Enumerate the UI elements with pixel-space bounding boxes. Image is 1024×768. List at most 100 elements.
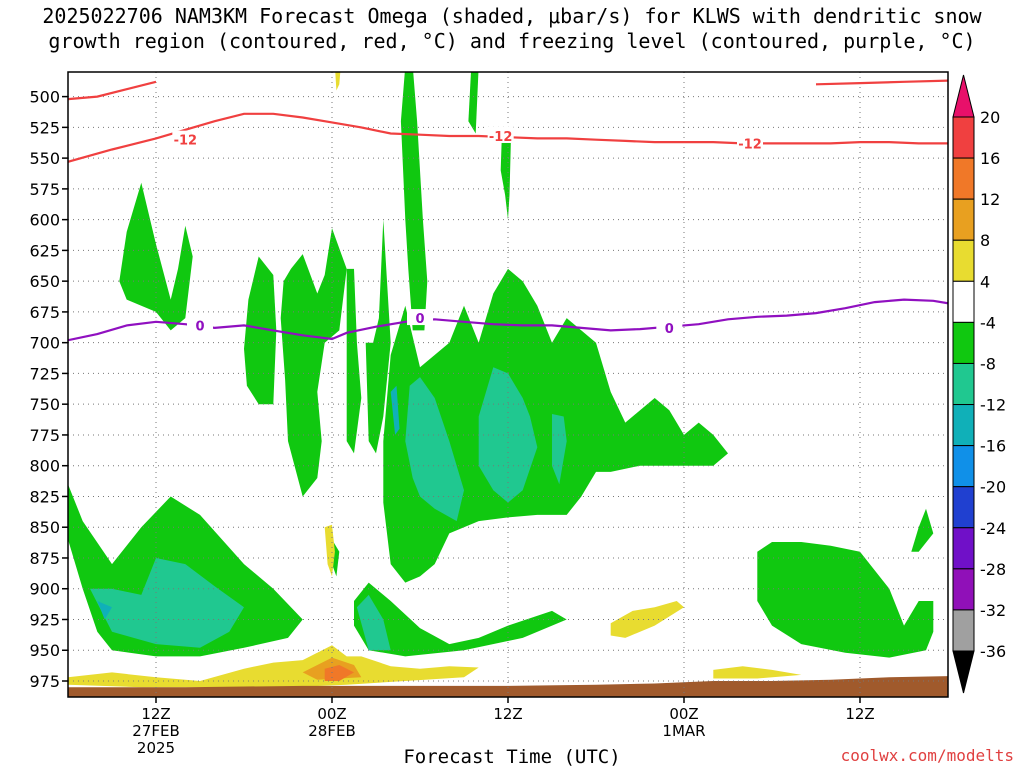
x-axis-label: Forecast Time (UTC) bbox=[403, 746, 621, 768]
colorbar: 20 16 12 8 4 -4 -8 -12 -16 -20 -24 -28 -32 -36 bbox=[952, 74, 1006, 694]
colorbar-label-8: -16 bbox=[980, 437, 1006, 456]
colorbar-bottom-arrow bbox=[952, 650, 975, 694]
colorbar-label-0: 20 bbox=[980, 108, 1000, 127]
colorbar-segment-12 bbox=[952, 609, 975, 652]
chart-title: 2025022706 NAM3KM Forecast Omega (shaded… bbox=[0, 4, 1024, 54]
omega-region--4-5 bbox=[280, 228, 347, 497]
y-tick-label-600: 600 bbox=[29, 211, 60, 230]
x-tick-label-54-0: 12Z bbox=[845, 705, 874, 723]
plot-area: -12 -12 -12 0 0 0 bbox=[68, 72, 948, 697]
y-tick-label-575: 575 bbox=[29, 180, 60, 199]
colorbar-segment-1 bbox=[952, 157, 975, 200]
colorbar-label-5: -4 bbox=[980, 313, 996, 332]
colorbar-label-6: -8 bbox=[980, 354, 996, 373]
colorbar-label-3: 8 bbox=[980, 231, 990, 250]
y-tick-label-550: 550 bbox=[29, 149, 60, 168]
omega-region--4-12 bbox=[400, 72, 428, 331]
colorbar-segment-4 bbox=[952, 280, 975, 323]
colorbar-segment-0 bbox=[952, 116, 975, 159]
x-tick-label-18-1: 28FEB bbox=[308, 722, 355, 740]
y-tick-label-925: 925 bbox=[29, 610, 60, 629]
colorbar-segment-8 bbox=[952, 445, 975, 488]
y-tick-label-500: 500 bbox=[29, 88, 60, 107]
omega-region--8-1 bbox=[90, 558, 244, 648]
freezing-level-label-2-bg bbox=[407, 309, 433, 326]
colorbar-segment-9 bbox=[952, 486, 975, 529]
omega-region--4-19 bbox=[757, 542, 934, 658]
omega-region--4-3 bbox=[119, 182, 193, 331]
y-tick-label-650: 650 bbox=[29, 272, 60, 291]
dgz-contour-label-1: -12 bbox=[174, 134, 198, 149]
omega-region--4-8 bbox=[354, 582, 567, 657]
freezing-level-label-3: 0 bbox=[665, 322, 674, 337]
freezing-level-label-2: 0 bbox=[415, 312, 424, 327]
x-tick-label-42-0: 00Z bbox=[669, 705, 698, 723]
y-tick-label-950: 950 bbox=[29, 641, 60, 660]
colorbar-top-arrow bbox=[952, 74, 975, 118]
x-tick-label-30-0: 12Z bbox=[493, 705, 522, 723]
freezing-level-line bbox=[68, 298, 948, 342]
y-tick-label-850: 850 bbox=[29, 518, 60, 537]
omega-positive-region-4-3 bbox=[68, 645, 479, 688]
y-tick-label-675: 675 bbox=[29, 303, 60, 322]
y-tick-label-775: 775 bbox=[29, 426, 60, 445]
omega-region--8-15 bbox=[405, 377, 464, 522]
omega-positive-region-4-0 bbox=[335, 72, 341, 91]
omega-region--4-13 bbox=[468, 72, 479, 134]
colorbar-segment-3 bbox=[952, 239, 975, 282]
omega-region--12-17 bbox=[390, 385, 400, 435]
colorbar-label-10: -24 bbox=[980, 519, 1006, 538]
omega-region--4-6 bbox=[346, 268, 362, 454]
x-tick-label-6-0: 12Z bbox=[141, 705, 170, 723]
omega-region--4-20 bbox=[911, 508, 934, 552]
y-tick-label-900: 900 bbox=[29, 580, 60, 599]
colorbar-label-1: 16 bbox=[980, 149, 1000, 168]
y-tick-label-700: 700 bbox=[29, 334, 60, 353]
x-tick-label-6-1: 27FEB bbox=[132, 722, 179, 740]
omega-region--4-14 bbox=[500, 127, 511, 220]
dgz-contour-top-left bbox=[68, 80, 157, 101]
colorbar-segment-6 bbox=[952, 362, 975, 406]
colorbar-label-4: 4 bbox=[980, 272, 990, 291]
freezing-level-label-3-bg bbox=[656, 318, 683, 335]
dgz-contour-label-2-bg bbox=[487, 126, 514, 143]
colorbar-label-11: -28 bbox=[980, 560, 1006, 579]
colorbar-label-12: -32 bbox=[980, 601, 1006, 620]
freezing-level-label-1: 0 bbox=[195, 319, 204, 334]
y-tick-label-825: 825 bbox=[29, 487, 60, 506]
colorbar-label-9: -20 bbox=[980, 478, 1006, 497]
title-line-1: 2025022706 NAM3KM Forecast Omega (shaded… bbox=[42, 4, 982, 28]
omega-region--4-10 bbox=[365, 219, 391, 454]
colorbar-label-13: -36 bbox=[980, 642, 1006, 661]
title-line-2: growth region (contoured, red, °C) and f… bbox=[48, 29, 976, 53]
x-tick-label-18-0: 00Z bbox=[317, 705, 346, 723]
y-tick-label-875: 875 bbox=[29, 549, 60, 568]
omega-region--12-2 bbox=[97, 601, 112, 620]
colorbar-segment-2 bbox=[952, 198, 975, 241]
y-tick-label-725: 725 bbox=[29, 364, 60, 383]
omega-positive-region-4-2 bbox=[610, 601, 684, 638]
y-tick-label-525: 525 bbox=[29, 118, 60, 137]
omega-region--8-18 bbox=[552, 414, 567, 485]
x-tick-label-6-2: 2025 bbox=[137, 739, 175, 757]
colorbar-label-2: 12 bbox=[980, 190, 1000, 209]
dgz-contour-label-3-bg bbox=[737, 134, 763, 151]
omega-positive-region-4-4 bbox=[713, 666, 802, 679]
colorbar-label-7: -12 bbox=[980, 396, 1006, 415]
dgz-contour-label-3: -12 bbox=[738, 137, 762, 152]
omega-region--8-9 bbox=[356, 594, 391, 651]
y-tick-label-800: 800 bbox=[29, 457, 60, 476]
colorbar-segment-5 bbox=[952, 321, 975, 364]
dgz-contour-top-right bbox=[815, 79, 948, 86]
colorbar-segment-10 bbox=[952, 527, 975, 570]
dgz-contour-label-1-bg bbox=[172, 130, 199, 147]
credit-link[interactable]: coolwx.com/modelts bbox=[840, 746, 1014, 765]
y-tick-label-975: 975 bbox=[29, 672, 60, 691]
freezing-level-label-1-bg bbox=[187, 316, 213, 333]
dgz-contour-line bbox=[68, 112, 948, 163]
dgz-contour-label-2: -12 bbox=[489, 130, 513, 145]
colorbar-segment-11 bbox=[952, 568, 975, 611]
y-tick-label-750: 750 bbox=[29, 395, 60, 414]
omega-region--4-4 bbox=[244, 256, 277, 405]
